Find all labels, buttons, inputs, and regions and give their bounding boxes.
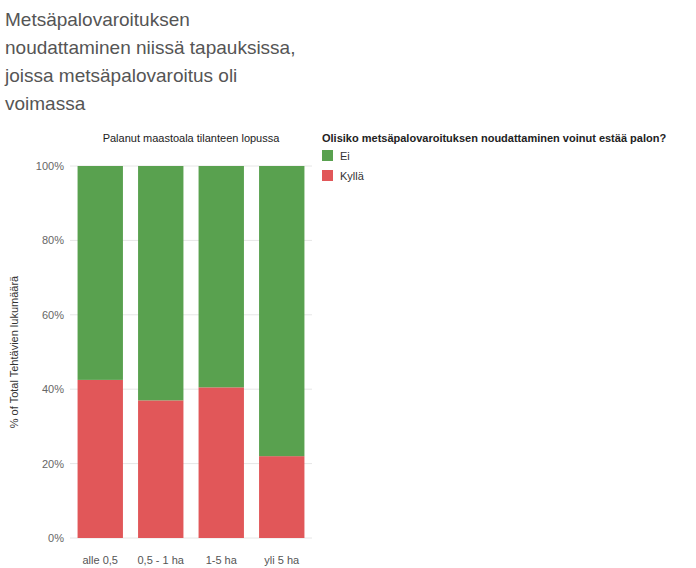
y-tick-label: 100% <box>36 160 64 172</box>
legend-label: Ei <box>340 150 350 162</box>
x-tick-label: alle 0,5 <box>83 554 118 566</box>
y-tick-label: 20% <box>42 458 64 470</box>
bar <box>138 166 183 400</box>
legend-swatch <box>322 170 333 181</box>
chart-title: Metsäpalovaroituksen noudattaminen niiss… <box>5 6 320 118</box>
x-axis-label: Palanut maastoala tilanteen lopussa <box>103 132 281 144</box>
y-tick-label: 0% <box>48 532 64 544</box>
y-axis-label: % of Total Tehtävien lukumäärä <box>8 275 20 428</box>
chart: 0% 20% 40% 60% 80% 100% % of Total Tehtävien l… <box>0 0 696 568</box>
x-tick-label: 0,5 - 1 ha <box>138 554 185 566</box>
y-tick-label: 40% <box>42 383 64 395</box>
bar <box>199 166 244 387</box>
x-tick-label: yli 5 ha <box>264 554 300 566</box>
bar <box>78 166 123 380</box>
bars <box>78 166 305 538</box>
bar <box>259 456 304 538</box>
legend-title: Olisiko metsäpalovaroituksen noudattamin… <box>322 132 666 144</box>
bar <box>199 387 244 538</box>
y-tick-label: 60% <box>42 309 64 321</box>
legend-swatch <box>322 150 333 161</box>
bar <box>259 166 304 456</box>
x-tick-label: 1-5 ha <box>206 554 238 566</box>
bar <box>78 380 123 538</box>
bar <box>138 400 183 538</box>
y-tick-label: 80% <box>42 234 64 246</box>
legend-label: Kyllä <box>340 170 365 182</box>
